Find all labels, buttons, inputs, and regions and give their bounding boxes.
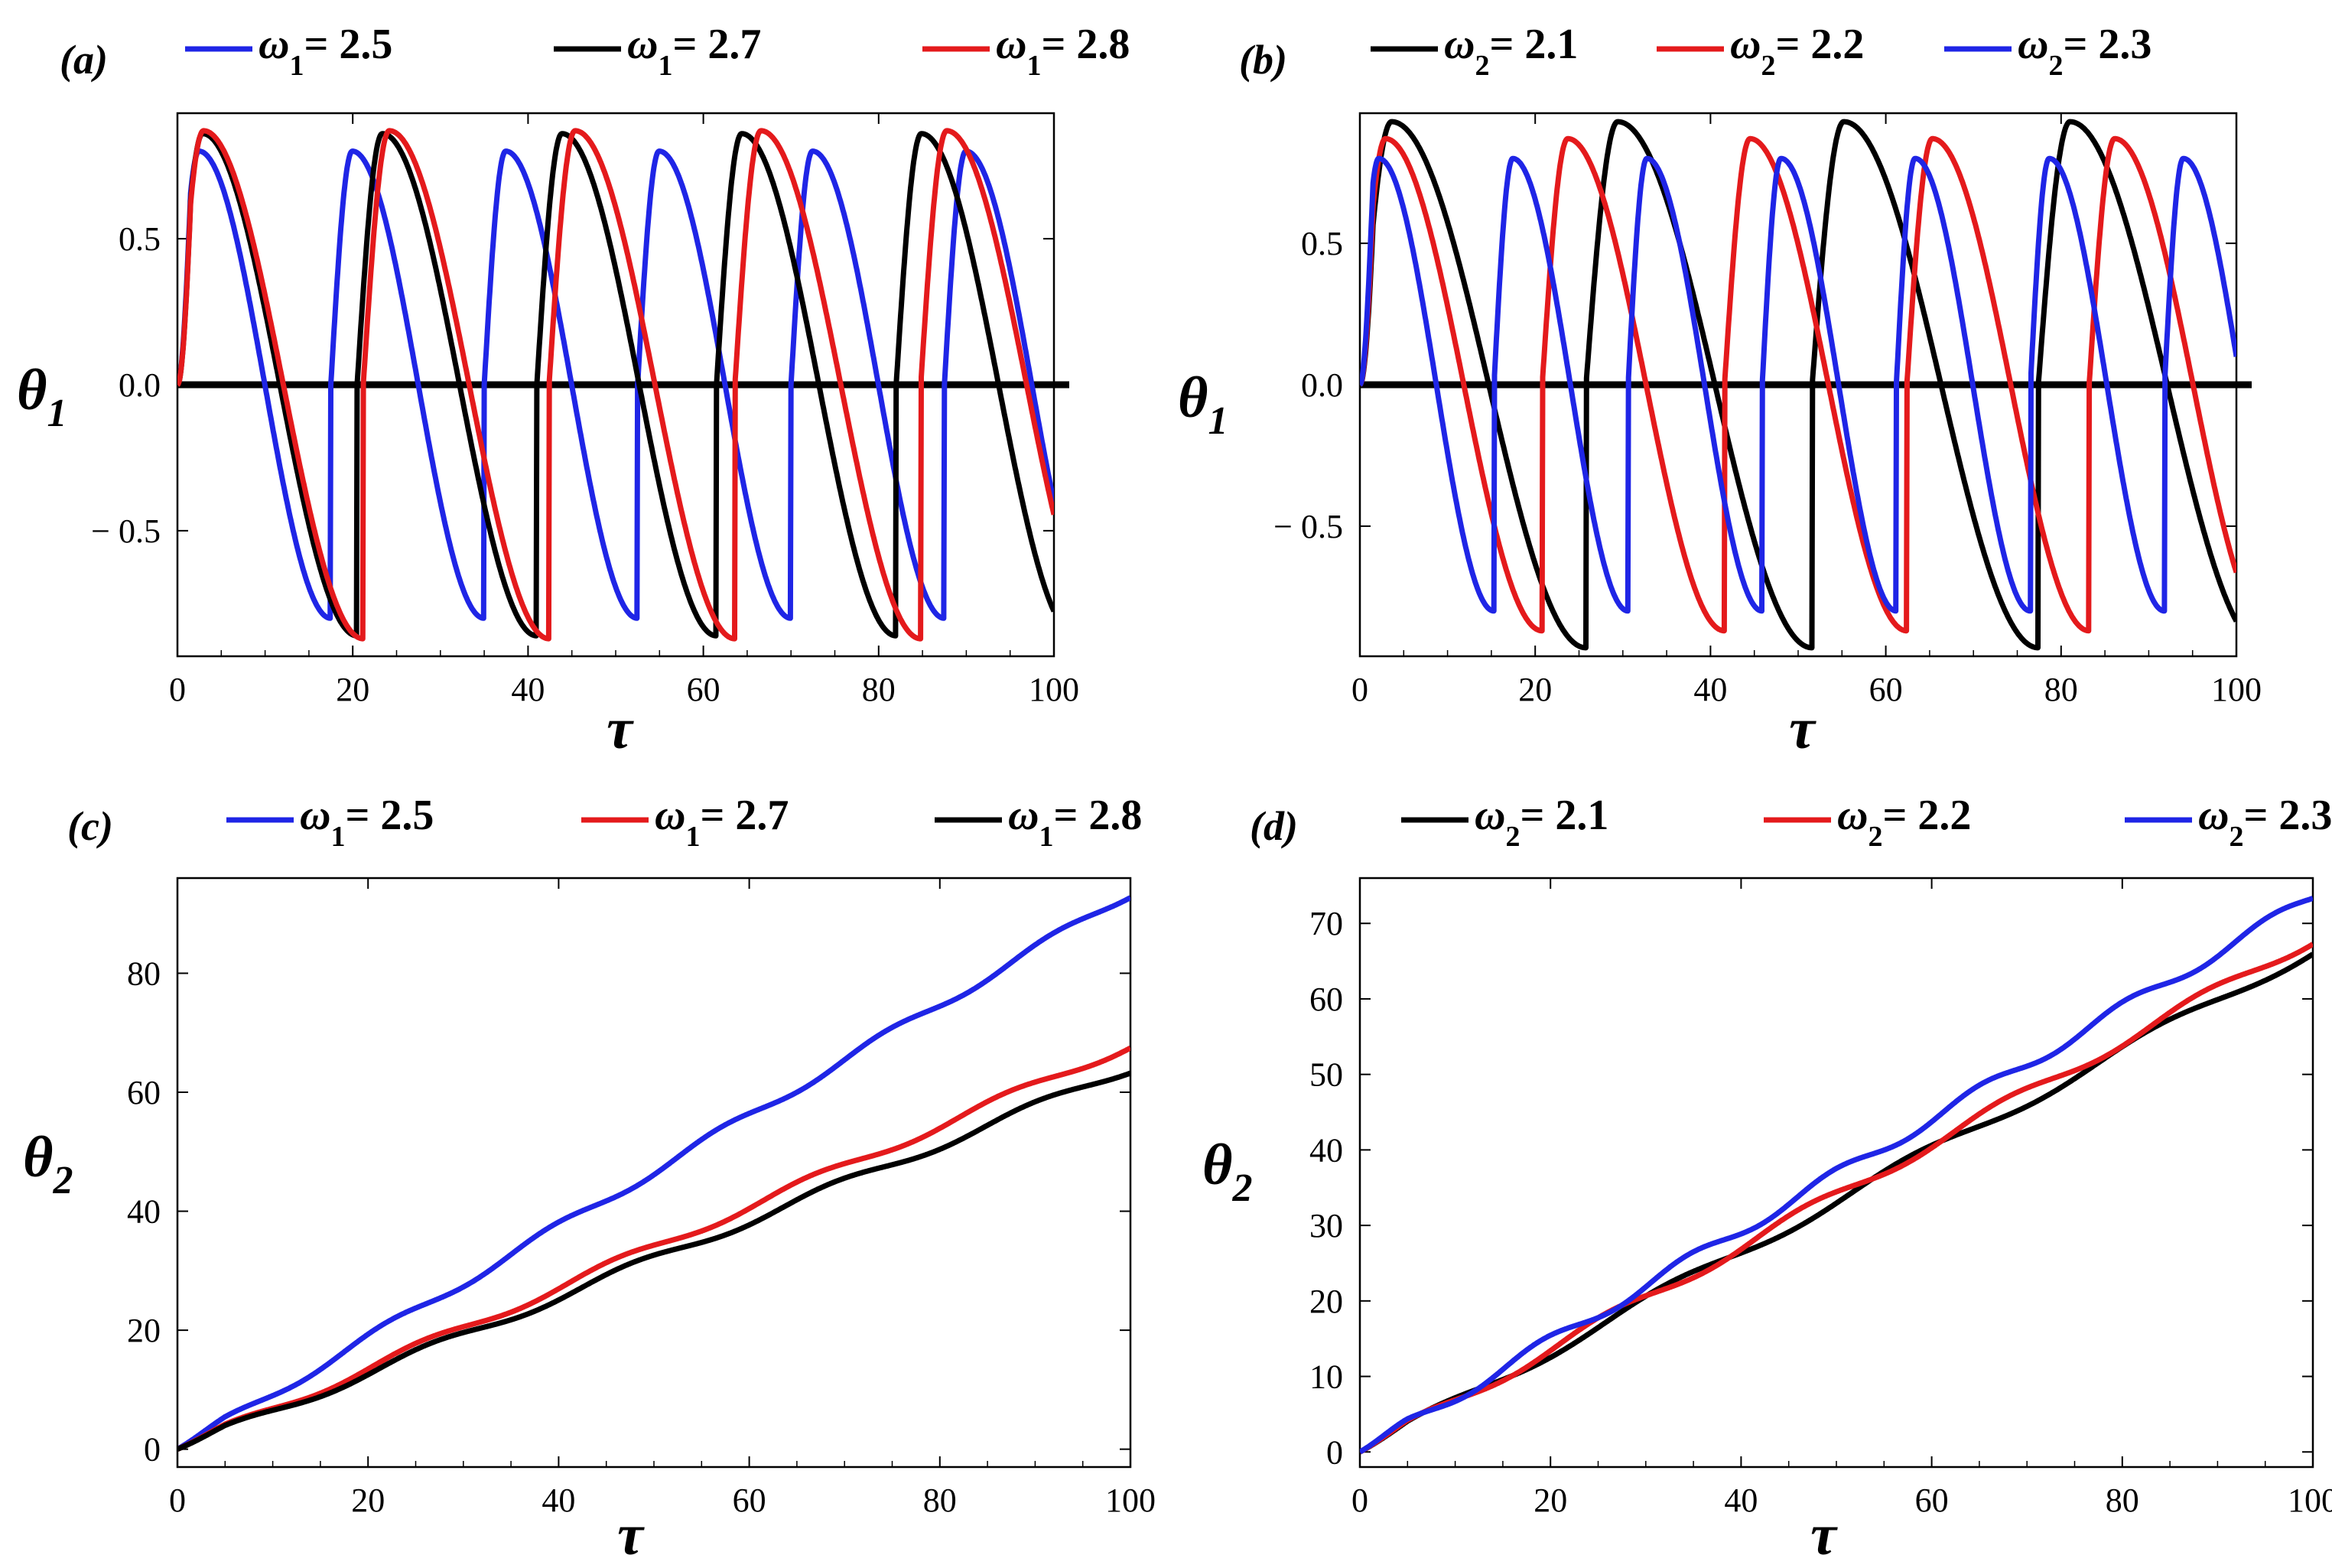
panel-label: (c) [67,803,113,849]
y-tick-label: 0.0 [1301,366,1343,404]
legend-entry: ω2= 2.2 [1837,792,1971,853]
x-axis-label: τ [607,697,634,761]
y-tick-label: − 0.5 [1273,508,1343,545]
x-tick-label: 100 [1029,671,1079,708]
y-tick-label: 10 [1309,1358,1343,1396]
chart-panel-3: 0 20 40 60 80 100 0 20 40 60 80 ω1= 2.5 ω1= 2.7 ω1= 2… [23,792,1156,1567]
legend-entry: ω1= 2.5 [259,21,392,82]
y-tick-label: 40 [127,1193,161,1231]
x-tick-label: 60 [1915,1482,1949,1519]
x-tick-label: 40 [542,1482,575,1519]
series-line-2 [1360,942,2313,1455]
x-tick-label: 80 [2106,1482,2139,1519]
y-tick-label: 0.5 [119,220,161,258]
y-tick-label: 30 [1309,1207,1343,1244]
x-tick-label: 40 [1724,1482,1758,1519]
legend-entry: ω2= 2.1 [1444,21,1578,82]
panel-label: (a) [60,37,108,83]
y-tick-label: 40 [1309,1131,1343,1169]
x-tick-label: 0 [1351,1482,1368,1519]
panel-label: (d) [1250,803,1298,849]
y-tick-label: 20 [1309,1283,1343,1320]
series-line-3 [177,128,1054,642]
series-line-1 [1360,952,2313,1455]
x-tick-label: 60 [687,671,720,708]
series-line-3 [177,1070,1130,1452]
legend-entry: ω1= 2.8 [1008,792,1142,853]
x-tick-label: 60 [1869,671,1903,708]
series-line-1 [1360,119,2236,651]
series-line-1 [177,895,1130,1452]
panel-label: (b) [1239,37,1287,83]
legend-entry: ω1= 2.5 [300,792,434,853]
y-tick-label: 20 [127,1312,161,1349]
x-tick-label: 20 [1534,1482,1567,1519]
chart-panel-2: 0 20 40 60 80 100 − 0.5 0.0 0.5 ω2= 2.1 ω2= 2.2 ω2=… [1178,21,2262,761]
y-axis-label: θ1 [17,358,67,435]
y-tick-label: 0.5 [1301,225,1343,262]
x-axis-label: τ [617,1503,645,1567]
series-line-2 [177,131,1054,639]
chart-panel-1: 0 20 40 60 80 100 − 0.5 0.0 0.5 ω1= 2.5 ω1= 2.7 ω1=… [17,21,1130,761]
y-tick-label: − 0.5 [91,512,161,550]
x-tick-label: 100 [1105,1482,1156,1519]
x-tick-label: 100 [2211,671,2262,708]
legend-entry: ω2= 2.1 [1475,792,1608,853]
y-tick-label: 0 [144,1431,161,1469]
x-tick-label: 80 [2044,671,2078,708]
y-axis-label: θ2 [23,1125,73,1202]
legend-entry: ω2= 2.3 [2018,21,2151,82]
series-line-3 [1360,155,2236,614]
legend-entry: ω1= 2.8 [996,21,1130,82]
y-tick-label: 60 [127,1074,161,1111]
x-tick-label: 60 [733,1482,766,1519]
x-tick-label: 40 [511,671,545,708]
x-tick-label: 0 [169,1482,186,1519]
series-line-3 [1360,896,2313,1455]
series-line-2 [1360,135,2236,634]
legend-entry: ω1= 2.7 [655,792,789,853]
x-tick-label: 20 [1518,671,1552,708]
x-axis-label: τ [1789,697,1816,761]
legend-entry: ω2= 2.3 [2198,792,2332,853]
y-tick-label: 60 [1309,981,1343,1018]
x-tick-label: 0 [1351,671,1368,708]
y-tick-label: 50 [1309,1056,1343,1094]
x-tick-label: 100 [2288,1482,2332,1519]
x-tick-label: 0 [169,671,186,708]
y-tick-label: 70 [1309,905,1343,942]
y-tick-label: 80 [127,955,161,992]
y-axis-label: θ2 [1202,1133,1252,1210]
y-tick-label: 0 [1326,1433,1343,1471]
y-tick-label: 0.0 [119,366,161,404]
legend-entry: ω2= 2.2 [1730,21,1864,82]
x-tick-label: 40 [1693,671,1727,708]
x-tick-label: 80 [923,1482,957,1519]
x-tick-label: 80 [862,671,896,708]
series-line-1 [177,148,1054,621]
chart-panel-4: 0 20 40 60 80 100 0 10 20 30 40 50 60 70 ω2= 2.1 ω2= 2.… [1202,792,2332,1567]
x-tick-label: 20 [351,1482,385,1519]
legend-entry: ω1= 2.7 [627,21,761,82]
y-axis-label: θ1 [1178,366,1228,443]
x-tick-label: 20 [336,671,369,708]
x-axis-label: τ [1810,1503,1838,1567]
series-line-2 [177,1046,1130,1452]
